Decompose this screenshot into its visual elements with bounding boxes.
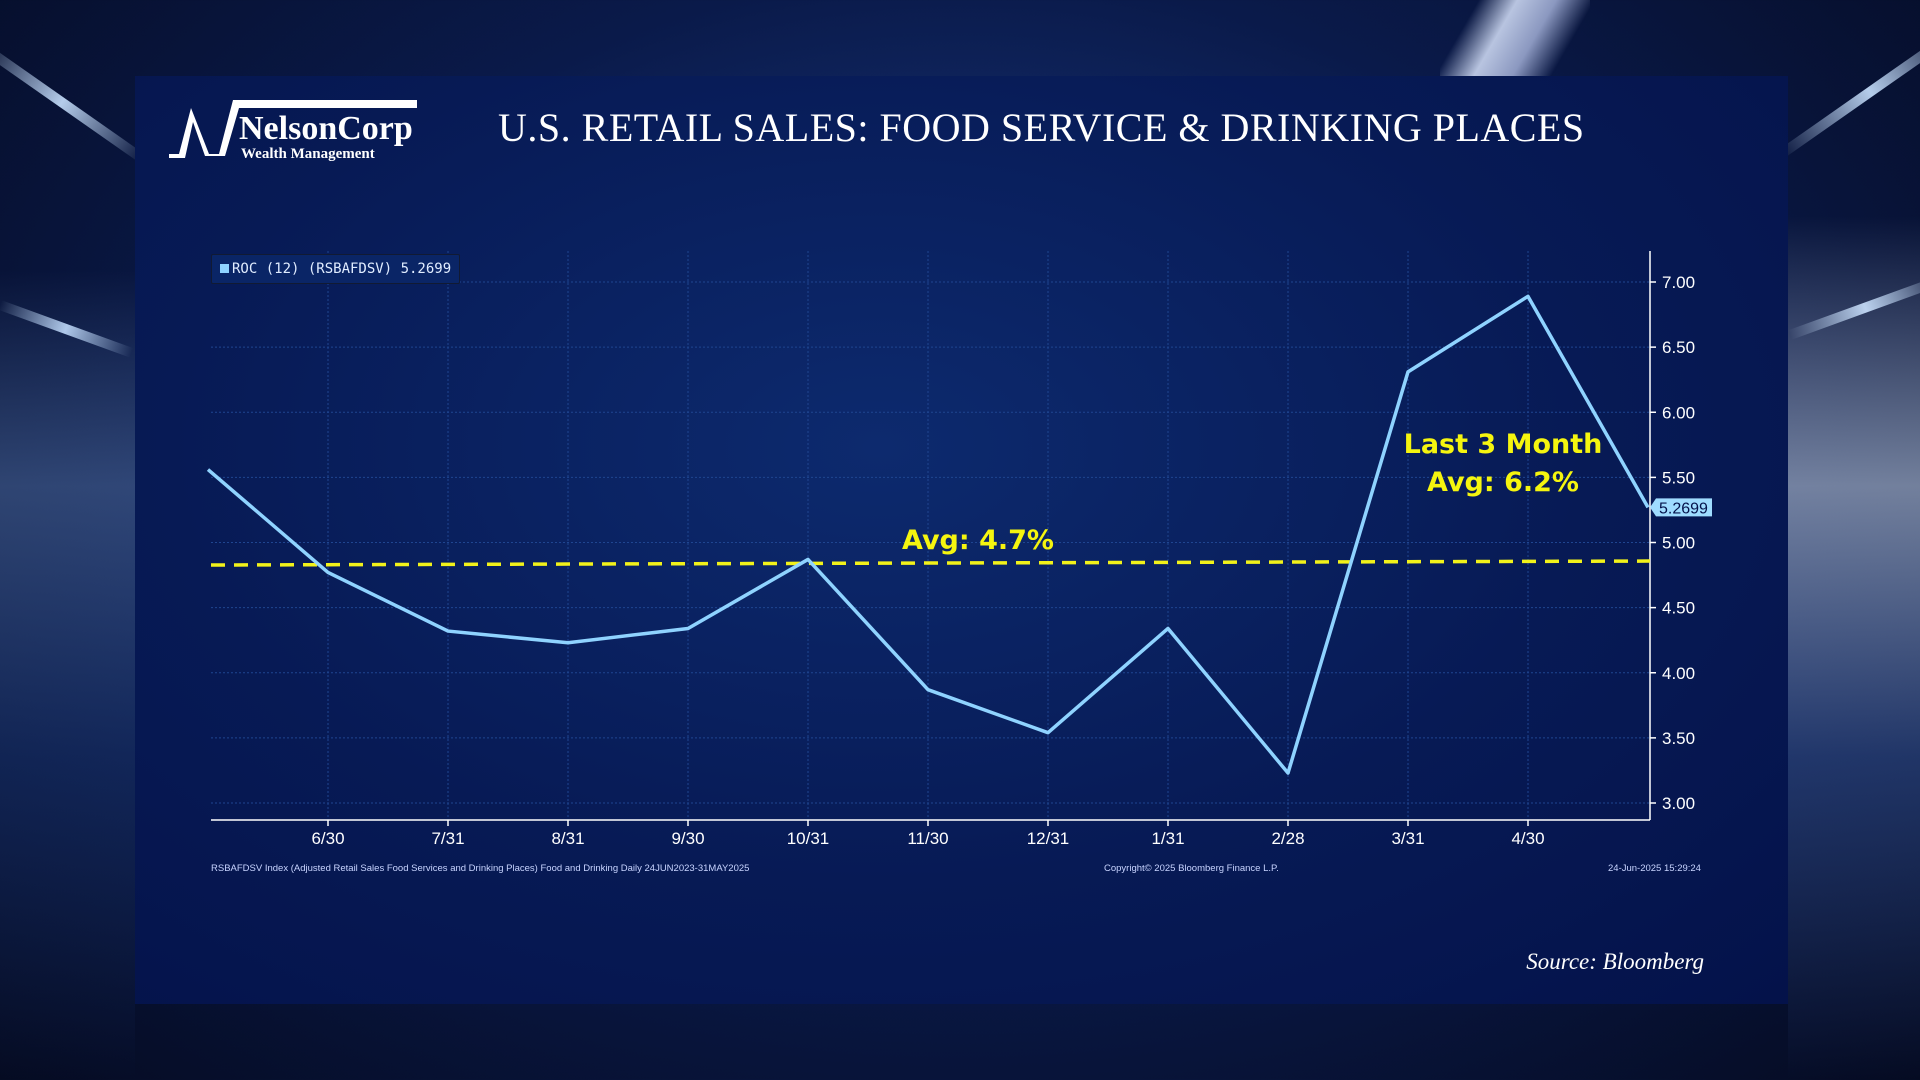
x-tick-label: 1/31	[1151, 829, 1184, 848]
svg-text:NelsonCorp: NelsonCorp	[239, 110, 413, 147]
annotation-line-2: Avg: 6.2%	[1427, 467, 1579, 498]
x-tick-label: 10/31	[787, 829, 830, 848]
y-tick-label: 5.50	[1662, 468, 1695, 487]
y-tick-label: 6.00	[1662, 403, 1695, 422]
y-tick-label: 6.50	[1662, 338, 1695, 357]
y-tick-label: 7.00	[1662, 273, 1695, 292]
last-value-label: 5.2699	[1659, 500, 1708, 517]
footer-timestamp: 24-Jun-2025 15:29:24	[1608, 863, 1701, 874]
chart-legend: ROC (12) (RSBAFDSV) 5.2699	[211, 254, 461, 284]
x-tick-label: 3/31	[1391, 829, 1424, 848]
y-tick-label: 5.00	[1662, 534, 1695, 553]
background-top-beam	[1440, 0, 1590, 76]
chart-title: U.S. RETAIL SALES: FOOD SERVICE & DRINKI…	[498, 105, 1585, 150]
source-note: Source: Bloomberg	[1526, 949, 1704, 974]
legend-swatch	[220, 264, 229, 273]
x-tick-label: 9/30	[671, 829, 704, 848]
x-tick-label: 4/30	[1511, 829, 1544, 848]
legend-label: ROC (12) (RSBAFDSV) 5.2699	[232, 261, 452, 277]
x-tick-label: 8/31	[551, 829, 584, 848]
footer-copyright: Copyright© 2025 Bloomberg Finance L.P.	[1104, 863, 1279, 874]
nelsoncorp-logo: NelsonCorp Wealth Management	[169, 100, 417, 162]
x-tick-label: 12/31	[1027, 829, 1070, 848]
chart-panel	[135, 76, 1788, 1004]
x-tick-label: 6/30	[311, 829, 344, 848]
average-label: Avg: 4.7%	[902, 525, 1054, 556]
annotation-line-1: Last 3 Month	[1404, 429, 1603, 460]
x-tick-label: 11/30	[907, 829, 948, 848]
y-tick-label: 3.00	[1662, 794, 1695, 813]
last-value-tag	[1650, 498, 1712, 517]
average-line	[210, 559, 1651, 567]
x-tick-label: 2/28	[1271, 829, 1304, 848]
y-tick-label: 4.00	[1662, 664, 1695, 683]
background-left-screen	[0, 0, 135, 1080]
y-tick-label: 3.50	[1662, 729, 1695, 748]
svg-text:Wealth Management: Wealth Management	[241, 146, 375, 162]
footer-description: RSBAFDSV Index (Adjusted Retail Sales Fo…	[211, 863, 750, 874]
y-tick-label: 4.50	[1662, 599, 1695, 618]
x-tick-label: 7/31	[431, 829, 464, 848]
background-right-screen	[1788, 0, 1920, 1080]
